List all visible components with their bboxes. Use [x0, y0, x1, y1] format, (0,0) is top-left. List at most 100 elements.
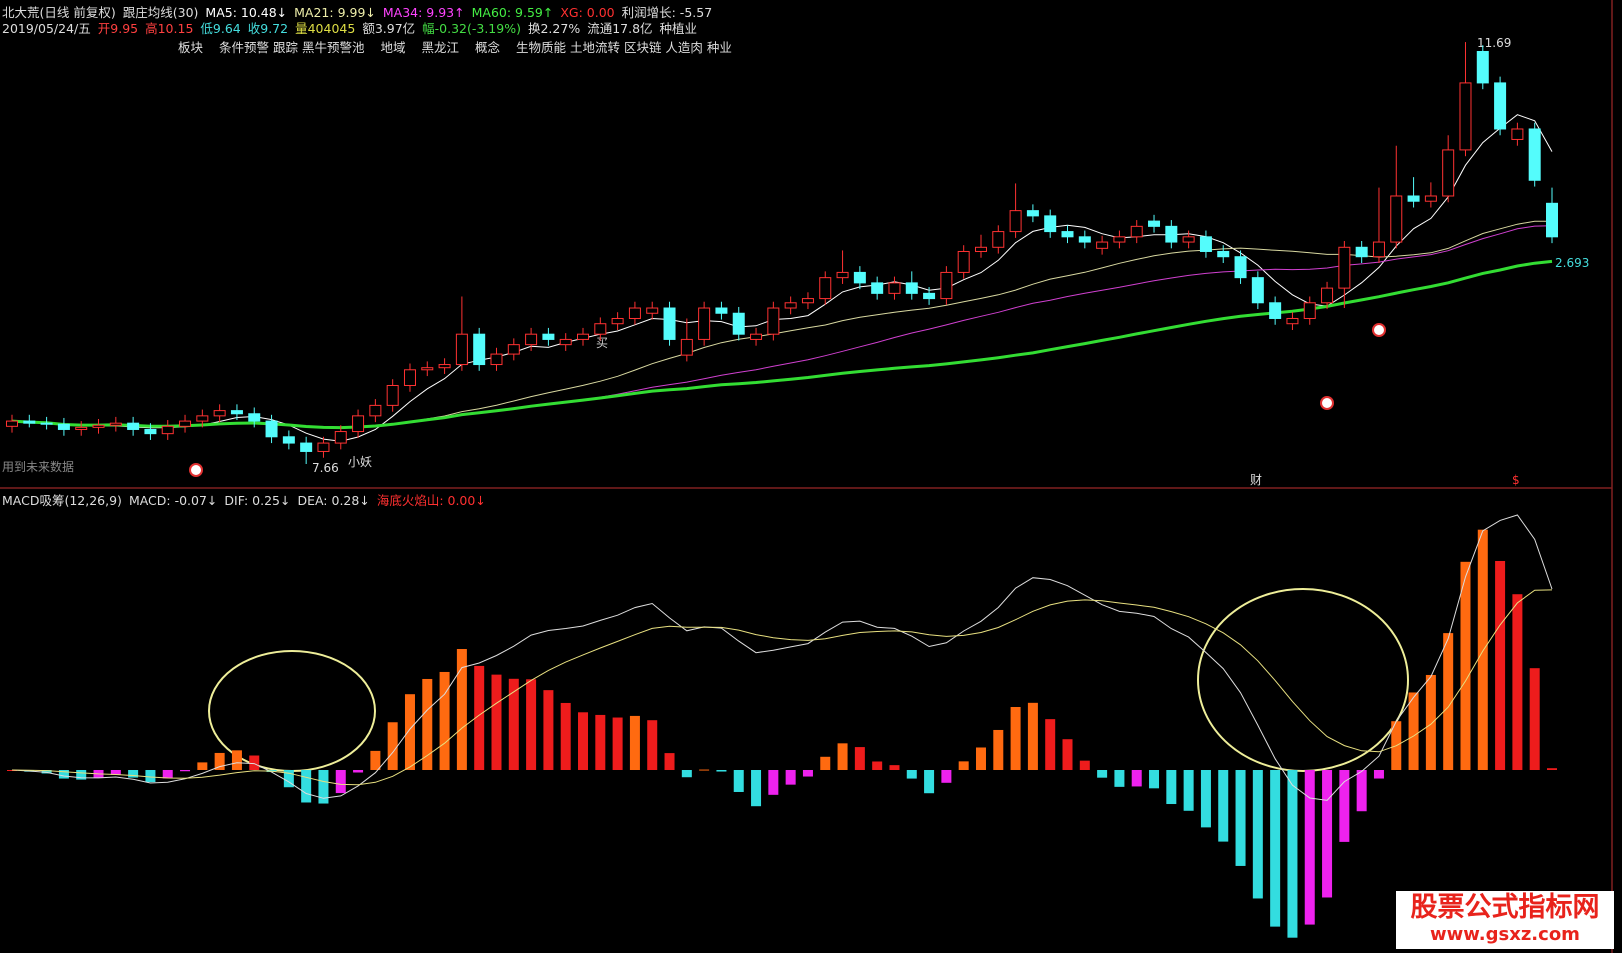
- buy-label: 买: [596, 336, 608, 350]
- header-item: 板块: [178, 40, 204, 55]
- header-item: 生物质能 土地流转 区块链 人造肉 种业: [516, 40, 732, 55]
- candle-body: [23, 420, 36, 424]
- candle-body: [1130, 225, 1143, 238]
- candle-body: [40, 422, 53, 425]
- macd-bar: [1149, 770, 1160, 789]
- candle-body: [559, 338, 572, 346]
- header-item: 条件预警 跟踪 黑牛预警池: [219, 40, 365, 55]
- macd-bar: [1235, 770, 1246, 866]
- candle-body: [1251, 277, 1264, 304]
- macd-bar: [1287, 770, 1298, 938]
- candle-body: [611, 317, 624, 325]
- candle-body: [1234, 256, 1247, 279]
- macd-bar: [1010, 707, 1021, 770]
- low-label: 7.66: [312, 461, 339, 475]
- macd-bar: [1304, 770, 1315, 925]
- candle-body: [1338, 246, 1351, 289]
- header-item: 量404045: [295, 21, 356, 36]
- macd-bar: [733, 770, 744, 792]
- candle-body: [1494, 82, 1507, 130]
- watermark-name: 股票公式指标网: [1410, 892, 1600, 923]
- macd-bar: [370, 750, 381, 770]
- macd-bar: [76, 770, 87, 780]
- candle-body: [1407, 195, 1420, 202]
- macd-bar: [439, 671, 450, 770]
- macd-bar: [41, 770, 52, 774]
- high-label: 11.69: [1477, 36, 1511, 50]
- candle-body: [1009, 210, 1022, 233]
- macd-bar: [924, 770, 935, 794]
- candle-body: [248, 413, 261, 422]
- macd-bar: [456, 649, 467, 770]
- macd-bar: [335, 770, 346, 794]
- header-item: 低9.64: [200, 21, 241, 36]
- macd-bar: [128, 770, 139, 778]
- macd-bar: [785, 770, 796, 785]
- macd-bar: [1373, 770, 1384, 779]
- header-line: 北大荒(日线 前复权) 跟庄均线(30) MA5: 10.48↓ MA21: 9.99…: [2, 2, 719, 21]
- candle-body: [646, 307, 659, 314]
- macd-bar: [664, 753, 675, 770]
- macd-bar: [1131, 770, 1142, 787]
- candle-body: [905, 282, 918, 294]
- macd-bar: [197, 762, 208, 770]
- ma-line: [11, 225, 1553, 429]
- macd-bar: [283, 770, 294, 788]
- macd-bar: [162, 770, 173, 779]
- candle-body: [352, 415, 365, 433]
- macd-bar: [906, 770, 917, 779]
- candle-body: [819, 277, 832, 300]
- candle-body: [1182, 236, 1195, 243]
- candle-body: [974, 246, 987, 252]
- macd-bar: [301, 770, 312, 803]
- candle-body: [1546, 202, 1558, 238]
- yao-label: 小妖: [348, 455, 372, 469]
- macd-bar: [958, 761, 969, 770]
- header-item: 概念: [475, 40, 501, 55]
- watermark-url: www.gsxz.com: [1430, 924, 1580, 945]
- macd-line: [11, 514, 1553, 801]
- macd-bar: [1166, 770, 1177, 805]
- header-line: 板块 条件预警 跟踪 黑牛预警池 地域 黑龙江 概念 生物质能 土地流转 区块链 人造肉 …: [178, 37, 748, 56]
- macd-bar: [1097, 770, 1108, 778]
- macd-bar: [1027, 702, 1038, 770]
- macd-bar: [526, 679, 537, 770]
- macd-bar: [595, 714, 606, 770]
- macd-bar: [491, 674, 502, 770]
- header-item: 高10.15: [145, 21, 194, 36]
- macd-bar: [1443, 633, 1454, 770]
- macd-bar: [318, 770, 329, 804]
- candle-body: [1113, 236, 1126, 243]
- candle-body: [1269, 302, 1282, 319]
- macd-bar: [1408, 692, 1419, 770]
- candle-body: [1026, 210, 1039, 217]
- macd-bar: [768, 770, 779, 795]
- macd-bar: [872, 761, 883, 770]
- macd-bar: [854, 747, 865, 770]
- watermark: 股票公式指标网 www.gsxz.com: [1396, 891, 1614, 949]
- header-item: 黑龙江: [421, 40, 459, 55]
- ma-line: [11, 220, 1552, 429]
- header-item: 种植业: [659, 21, 698, 36]
- candle-body: [923, 292, 936, 300]
- candle-body: [6, 420, 18, 427]
- macd-bar: [560, 702, 571, 770]
- macd-bar: [629, 715, 640, 770]
- candle-body: [1528, 128, 1541, 181]
- cai-label: 财: [1250, 473, 1262, 487]
- candle-body: [57, 423, 70, 430]
- candle-body: [888, 282, 901, 294]
- header-item: 海底火焰山: 0.00↓: [376, 493, 486, 508]
- macd-bar: [110, 770, 121, 775]
- candle-body: [1511, 128, 1524, 140]
- candle-body: [1476, 51, 1489, 84]
- header-item: MA34: 9.93↑: [382, 5, 465, 20]
- macd-bar: [543, 690, 554, 770]
- candle-body: [784, 302, 797, 309]
- macd-bar: [1183, 770, 1194, 811]
- macd-bar: [837, 743, 848, 770]
- candle-body: [386, 384, 399, 406]
- candle-body: [1286, 317, 1299, 325]
- note: 用到未来数据: [2, 459, 74, 474]
- candle-body: [1424, 195, 1437, 202]
